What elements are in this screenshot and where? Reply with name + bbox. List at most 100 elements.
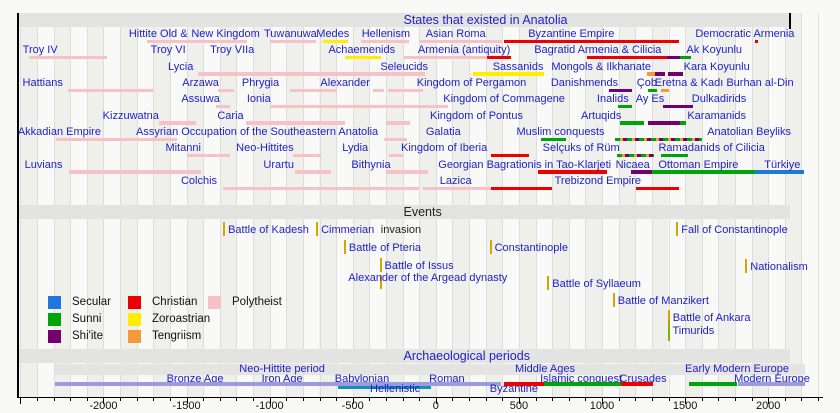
state-label[interactable]: Troy IV xyxy=(22,44,58,57)
state-bar xyxy=(668,72,683,76)
archaeology-period-label[interactable]: Hellenistic xyxy=(370,383,421,395)
event-label[interactable]: Fall of Constantinople xyxy=(681,224,788,236)
state-label[interactable]: Byzantine Empire xyxy=(528,28,615,40)
event-label[interactable]: Constantinople xyxy=(494,242,568,254)
archaeology-period-label[interactable]: Early Modern Europe xyxy=(685,363,789,375)
state-label[interactable]: Bagratid Armenia & Cilicia xyxy=(534,44,662,57)
state-label[interactable]: Ionia xyxy=(246,93,271,106)
event-label[interactable]: invasion xyxy=(380,224,422,236)
state-label[interactable]: Selçuks of Rüm xyxy=(542,142,620,155)
state-label[interactable]: Danishmends xyxy=(550,77,619,90)
state-label[interactable]: Arzawa xyxy=(182,77,219,90)
event-label[interactable]: Battle of Pteria xyxy=(348,242,422,254)
archaeology-period-label[interactable]: Byzantine xyxy=(489,383,539,395)
archaeology-period-label[interactable]: Bronze Age xyxy=(166,373,224,385)
state-label[interactable]: Alexander xyxy=(320,77,370,90)
state-label[interactable]: Trebizond Empire xyxy=(554,175,641,188)
archaeology-period-bar xyxy=(737,382,805,386)
archaeology-period-label[interactable]: Islamic conquest xyxy=(540,373,623,385)
state-label[interactable]: Türkiye xyxy=(764,158,801,171)
state-label[interactable]: Neo-Hittites xyxy=(236,142,294,155)
state-label[interactable]: Asian Roma xyxy=(425,28,486,40)
state-label[interactable]: Eretna & Kadı Burhan al-Din xyxy=(654,77,794,90)
archaeology-period-label[interactable]: Babylonian xyxy=(334,373,390,385)
state-label[interactable]: Assuwa xyxy=(181,93,220,106)
state-label[interactable]: Kingdom of Iberia xyxy=(400,142,488,155)
plot-right-border xyxy=(789,13,791,29)
state-label[interactable]: Lydia xyxy=(342,142,369,155)
state-label[interactable]: Çob xyxy=(636,77,657,90)
event-tick xyxy=(489,240,492,254)
event-label[interactable]: Timurids xyxy=(672,325,715,337)
axis-tick-label: 0 xyxy=(432,400,439,412)
event-label[interactable]: Alexander of the Argead dynasty xyxy=(348,272,508,284)
state-label[interactable]: Ay Es xyxy=(635,93,665,106)
state-label[interactable]: Lycia xyxy=(168,60,194,73)
state-label[interactable]: Inalids xyxy=(596,93,629,106)
archaeology-period-label[interactable]: Neo-Hittite period xyxy=(239,363,325,375)
state-label[interactable]: Assyrian Occupation of the Southeastern … xyxy=(136,126,379,139)
state-label[interactable]: Ak Koyunlu xyxy=(686,44,743,57)
archaeology-period-label[interactable]: Iron Age xyxy=(261,373,303,385)
state-label[interactable]: Medes xyxy=(316,28,350,40)
state-label[interactable]: Kingdom of Commagene xyxy=(443,93,565,106)
event-label[interactable]: Battle of Ankara xyxy=(672,312,751,324)
state-label[interactable]: Kara Koyunlu xyxy=(683,60,750,73)
state-label[interactable]: Troy VI xyxy=(150,44,186,57)
state-label[interactable]: Caria xyxy=(217,109,244,122)
event-label[interactable]: Cimmerian xyxy=(321,224,375,236)
state-label[interactable]: New Kingdom xyxy=(191,28,260,40)
state-label[interactable]: Galatia xyxy=(425,126,461,139)
event-label[interactable]: Battle of Syllaeum xyxy=(552,278,641,290)
state-label[interactable]: Kizzuwatna xyxy=(102,109,159,122)
state-label[interactable]: Achaemenids xyxy=(328,44,396,57)
state-label[interactable]: Ramadanids of Cilicia xyxy=(658,142,765,155)
state-label[interactable]: Sassanids xyxy=(492,60,544,73)
event-label[interactable]: Nationalism xyxy=(750,261,808,273)
state-label[interactable]: Tuwanuwa xyxy=(263,28,317,40)
state-label[interactable]: Armenia (antiquity) xyxy=(417,44,511,57)
state-label[interactable]: Mongols & Ilkhanate xyxy=(551,60,652,73)
event-tick xyxy=(667,310,670,324)
state-label[interactable]: Troy VIIa xyxy=(210,44,255,57)
state-bar xyxy=(615,137,702,142)
state-bar xyxy=(216,104,230,109)
state-label[interactable]: Muslim conquests xyxy=(516,126,605,139)
state-label[interactable]: Hittite Old & xyxy=(128,28,188,40)
state-label[interactable]: Lazica xyxy=(439,175,472,188)
state-label[interactable]: Colchis xyxy=(180,175,218,188)
axis-tick-label: 2000 xyxy=(755,400,781,412)
state-label[interactable]: Mitanni xyxy=(165,142,201,155)
state-bar xyxy=(663,104,693,109)
state-bar xyxy=(56,137,177,142)
archaeology-period-label[interactable]: Middle Ages xyxy=(515,363,575,375)
state-bar xyxy=(218,88,234,93)
state-label[interactable]: Georgian Bagrationis in Tao-Klarjeti xyxy=(438,158,612,171)
event-label[interactable]: Battle of Manzikert xyxy=(617,295,709,307)
state-label[interactable]: Anatolian Beyliks xyxy=(707,126,791,139)
state-label[interactable]: Akkadian Empire xyxy=(17,126,101,139)
state-label[interactable]: Urartu xyxy=(263,158,294,171)
state-label[interactable]: Bithynia xyxy=(351,158,391,171)
state-label[interactable]: Phrygia xyxy=(241,77,280,90)
event-label[interactable]: Battle of Issus xyxy=(384,260,454,272)
archaeology-period-label[interactable]: Crusades xyxy=(619,373,667,385)
state-label[interactable]: Dulkadirids xyxy=(691,93,747,106)
archaeology-period-label[interactable]: Roman xyxy=(429,373,465,385)
axis-tick-label: -1000 xyxy=(255,400,284,412)
state-bar xyxy=(617,153,654,158)
event-label[interactable]: Battle of Kadesh xyxy=(228,224,309,236)
state-label[interactable]: Artuqids xyxy=(581,109,622,122)
state-label[interactable]: Seleucids xyxy=(380,60,429,73)
state-label[interactable]: Karamanids xyxy=(687,109,747,122)
state-label[interactable]: Democratic Armenia xyxy=(695,28,795,40)
state-label[interactable]: Nicaea xyxy=(615,158,650,171)
state-label[interactable]: Hattians xyxy=(22,77,63,90)
state-label[interactable]: Kingdom of Pontus xyxy=(430,109,523,122)
state-label[interactable]: Luvians xyxy=(24,158,63,171)
state-label[interactable]: Ottoman Empire xyxy=(658,158,739,171)
state-label[interactable]: Hellenism xyxy=(361,28,411,40)
axis-minor-tick xyxy=(219,398,221,401)
archaeology-period-label[interactable]: Modern Europe xyxy=(734,373,810,385)
state-label[interactable]: Kingdom of Pergamon xyxy=(416,77,527,90)
